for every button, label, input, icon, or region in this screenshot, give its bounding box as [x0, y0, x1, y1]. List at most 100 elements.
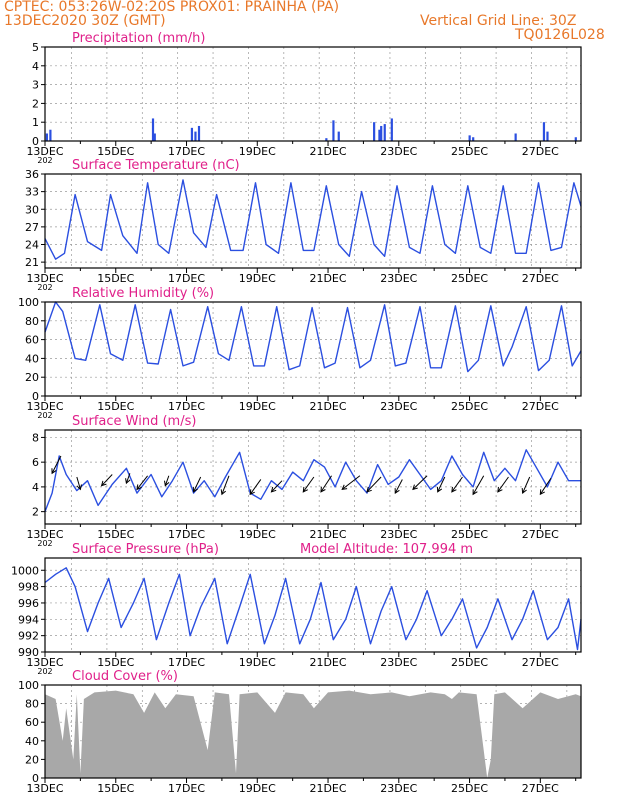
y-tick-label: 0 [32, 772, 39, 785]
wind-arrow [249, 479, 262, 495]
wind-arrow [221, 475, 230, 495]
precip-bar [380, 125, 383, 141]
x-tick-label: 23DEC [380, 400, 417, 413]
wind-arrow-head [302, 486, 308, 493]
x-tick-label: 25DEC [451, 145, 488, 158]
x-tick-label: 27DEC [522, 528, 559, 541]
wind-arrow-head [341, 484, 348, 491]
wind-arrow [437, 476, 446, 493]
y-tick-label: 40 [25, 735, 39, 748]
x-tick-label: 21DEC [309, 272, 346, 285]
wind-arrow-head [76, 484, 82, 491]
x-tick-label: 19DEC [239, 656, 276, 669]
x-tick-label: 15DEC [97, 528, 134, 541]
x-tick-label: 21DEC [309, 528, 346, 541]
y-tick-label: 3 [32, 79, 39, 92]
y-tick-label: 2 [32, 97, 39, 110]
wind-arrow [394, 479, 403, 494]
y-tick-label: 4 [32, 481, 39, 494]
x-tick-label: 15DEC [97, 272, 134, 285]
y-tick-label: 996 [18, 597, 39, 610]
precip-bar [390, 118, 393, 141]
precip-bar [197, 125, 201, 141]
x-tick-label: 19DEC [239, 272, 276, 285]
x-tick-label: 27DEC [522, 656, 559, 669]
y-tick-label: 80 [25, 698, 39, 711]
y-tick-label: 1 [32, 116, 39, 129]
precip-bar [49, 129, 52, 141]
precip-bar [153, 133, 156, 141]
precip-bar [194, 131, 197, 141]
y-tick-label: 5 [32, 41, 39, 54]
x-year-label: 202 [37, 411, 52, 420]
y-tick-label: 30 [25, 203, 39, 216]
x-tick-label: 17DEC [168, 656, 205, 669]
x-year-label: 202 [37, 156, 52, 165]
wind-arrow-head [497, 486, 503, 493]
wind-arrow-head [366, 486, 372, 493]
x-tick-label: 23DEC [380, 528, 417, 541]
wind-arrow [51, 455, 62, 474]
y-tick-label: 990 [18, 646, 39, 659]
y-tick-label: 0 [32, 135, 39, 148]
rh-panel: 0 20 40 60 80 100 13DEC 15DEC 17DEC 19DEC 21DEC 23D… [18, 286, 582, 420]
y-tick-label: 20 [25, 371, 39, 384]
x-tick-label: 23DEC [380, 272, 417, 285]
precip-bar [574, 137, 577, 141]
wind-arrow [76, 476, 81, 490]
precip-bar [378, 129, 381, 141]
wind-arrow [497, 476, 509, 493]
y-tick-label: 40 [25, 352, 39, 365]
precip-title: Precipitation (mm/h) [72, 31, 205, 46]
y-tick-label: 992 [18, 630, 39, 643]
x-tick-label: 15DEC [97, 145, 134, 158]
y-tick-label: 60 [25, 716, 39, 729]
temp-title: Surface Temperature (nC) [72, 158, 240, 173]
wind-arrow [366, 476, 382, 493]
press-title: Surface Pressure (hPa) [72, 542, 219, 557]
press-series-line [44, 567, 582, 651]
precip-bar [542, 122, 546, 141]
x-tick-label: 17DEC [168, 272, 205, 285]
x-tick-label: 19DEC [239, 145, 276, 158]
x-tick-label: 13DEC [26, 145, 63, 158]
wind-arrow [412, 475, 428, 490]
x-tick-label: 21DEC [309, 782, 346, 795]
y-tick-label: 100 [18, 296, 39, 309]
wind-arrow-head [436, 486, 443, 493]
cloud-cover-area [45, 690, 581, 778]
precip-bar [468, 135, 471, 141]
x-tick-label: 21DEC [309, 145, 346, 158]
y-tick-label: 2 [32, 506, 39, 519]
precip-bar [337, 131, 340, 141]
x-year-label: 202 [37, 539, 52, 548]
wind-title: Surface Wind (m/s) [72, 414, 196, 429]
wind-arrow [539, 477, 552, 495]
wind-arrow-head [521, 488, 527, 495]
y-tick-label: 60 [25, 334, 39, 347]
wind-arrow-head [472, 489, 478, 496]
x-year-label: 202 [37, 667, 52, 676]
precip-bar [373, 122, 376, 141]
x-tick-label: 25DEC [451, 656, 488, 669]
x-tick-label: 13DEC [26, 656, 63, 669]
wind-arrow [164, 475, 170, 486]
wind-arrow-head [164, 480, 170, 487]
cloud-panel: 0 20 40 60 80 100 13DEC 15DEC 17DEC 19DEC 21DEC 23D… [18, 669, 582, 795]
y-tick-label: 994 [18, 613, 39, 626]
y-tick-label: 33 [25, 186, 39, 199]
precip-bar [514, 133, 517, 141]
y-tick-label: 100 [18, 679, 39, 692]
x-tick-label: 25DEC [451, 272, 488, 285]
precip-panel: 0 1 2 3 4 5 13DEC 15DEC 17DEC 19DEC 21DEC 23DEC 25DE… [26, 31, 582, 165]
x-tick-label: 25DEC [451, 528, 488, 541]
wind-arrow [341, 475, 361, 490]
y-tick-label: 80 [25, 315, 39, 328]
wind-arrow-head [249, 489, 255, 496]
wind-arrow-head [539, 489, 545, 496]
x-tick-label: 15DEC [97, 400, 134, 413]
rh-title: Relative Humidity (%) [72, 286, 214, 301]
x-tick-label: 15DEC [97, 782, 134, 795]
wind-arrow-head [412, 484, 418, 491]
